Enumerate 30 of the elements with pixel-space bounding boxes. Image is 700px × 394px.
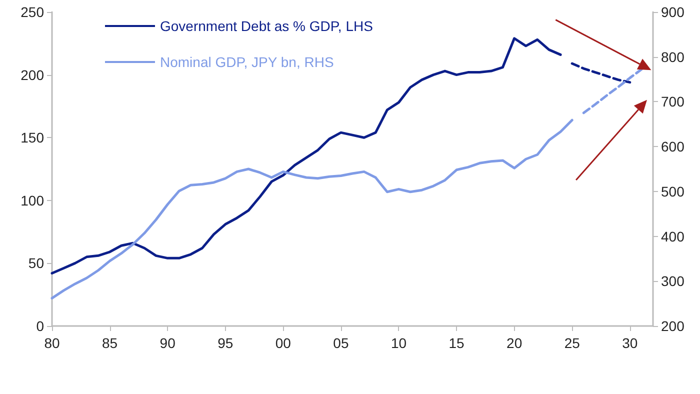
y2-tick-label: 800 [661, 48, 685, 65]
x-tick-label: 05 [333, 335, 349, 351]
legend-label: Government Debt as % GDP, LHS [160, 18, 373, 34]
x-tick-label: 90 [160, 335, 176, 351]
x-tick-label: 00 [275, 335, 292, 351]
x-tick-label: 25 [564, 335, 580, 351]
y2-tick-label: 600 [661, 138, 685, 155]
y-tick-label: 0 [36, 318, 44, 334]
line-series [50, 118, 574, 300]
y-tick-label: 100 [20, 192, 44, 208]
line-series [50, 37, 562, 274]
y-tick-label: 50 [28, 255, 44, 272]
y-tick-label: 250 [20, 4, 44, 20]
x-tick-label: 95 [218, 335, 234, 351]
x-tick-label: 20 [506, 335, 522, 351]
x-tick-label: 80 [44, 335, 60, 351]
y2-tick-label: 400 [661, 228, 685, 244]
y2-tick-label: 900 [661, 4, 685, 20]
x-tick-label: 10 [390, 335, 407, 351]
y2-tick-label: 300 [661, 273, 685, 290]
x-tick-label: 15 [448, 335, 465, 351]
y-tick-label: 150 [20, 130, 44, 146]
y2-tick-label: 200 [661, 318, 685, 334]
y2-tick-label: 500 [661, 183, 685, 200]
x-tick-label: 30 [622, 335, 638, 351]
y-tick-label: 200 [20, 66, 44, 83]
legend-label: Nominal GDP, JPY bn, RHS [160, 54, 334, 70]
x-tick-label: 85 [102, 335, 118, 351]
y2-tick-label: 700 [661, 94, 685, 110]
line-series [570, 62, 632, 84]
